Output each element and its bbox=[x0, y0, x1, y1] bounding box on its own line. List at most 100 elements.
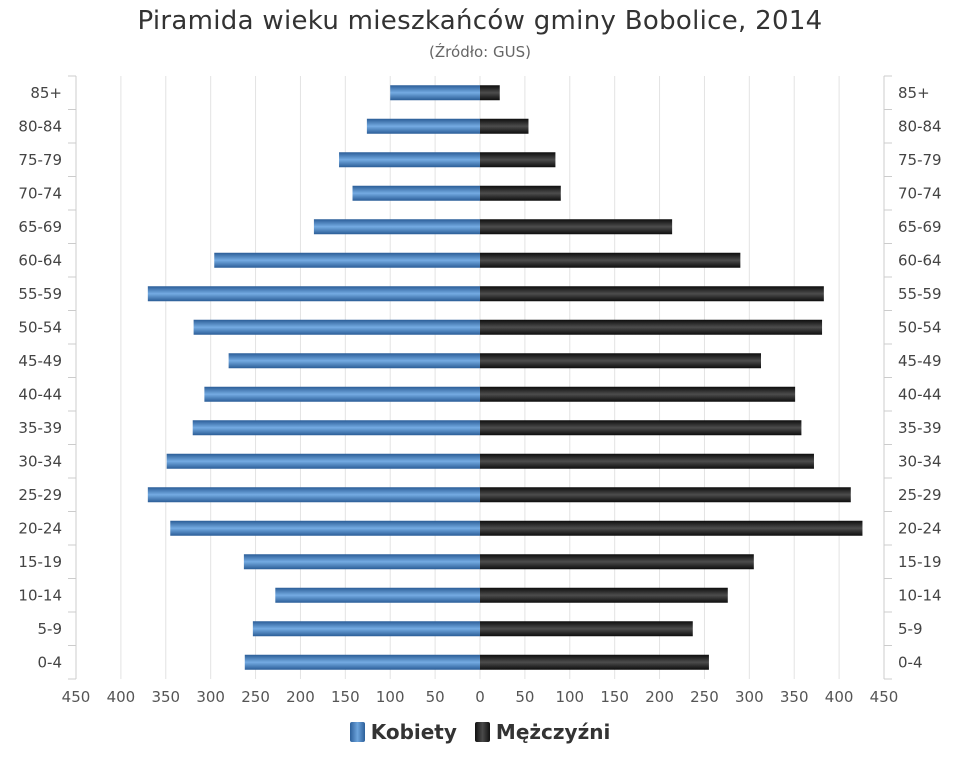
bar-female-35-39[interactable] bbox=[192, 420, 480, 436]
category-label-right: 15-19 bbox=[898, 553, 942, 571]
bar-female-15-19[interactable] bbox=[243, 554, 480, 570]
legend-swatch-male bbox=[474, 722, 490, 742]
legend-label-female: Kobiety bbox=[370, 720, 457, 744]
bar-male-30-34[interactable] bbox=[480, 453, 814, 469]
x-tick-label: 350 bbox=[151, 688, 180, 706]
bar-female-40-44[interactable] bbox=[204, 386, 481, 402]
legend-label-male: Mężczyźni bbox=[495, 720, 611, 744]
category-label-right: 65-69 bbox=[898, 218, 942, 236]
bar-female-10-14[interactable] bbox=[275, 587, 480, 603]
category-label-right: 5-9 bbox=[898, 620, 923, 638]
category-label-right: 10-14 bbox=[898, 586, 942, 604]
category-label-right: 55-59 bbox=[898, 285, 942, 303]
category-label-left: 45-49 bbox=[18, 352, 62, 370]
bar-male-45-49[interactable] bbox=[480, 353, 762, 369]
bar-male-20-24[interactable] bbox=[480, 520, 863, 536]
bar-male-10-14[interactable] bbox=[480, 587, 728, 603]
category-label-left: 30-34 bbox=[18, 452, 62, 470]
bar-female-80-84[interactable] bbox=[366, 118, 480, 134]
category-label-right: 60-64 bbox=[898, 251, 942, 269]
bar-female-30-34[interactable] bbox=[166, 453, 481, 469]
bar-male-65-69[interactable] bbox=[480, 219, 673, 235]
category-label-left: 80-84 bbox=[18, 117, 62, 135]
bar-male-25-29[interactable] bbox=[480, 487, 851, 503]
x-tick-label: 300 bbox=[196, 688, 225, 706]
category-label-left: 15-19 bbox=[18, 553, 62, 571]
category-label-right: 35-39 bbox=[898, 419, 942, 437]
bar-female-45-49[interactable] bbox=[228, 353, 480, 369]
x-tick-label: 100 bbox=[555, 688, 584, 706]
x-tick-label: 400 bbox=[107, 688, 136, 706]
bar-male-0-4[interactable] bbox=[480, 654, 709, 670]
x-tick-label: 150 bbox=[600, 688, 629, 706]
bar-male-5-9[interactable] bbox=[480, 621, 693, 637]
x-tick-label: 200 bbox=[645, 688, 674, 706]
category-label-left: 40-44 bbox=[18, 385, 62, 403]
bar-female-20-24[interactable] bbox=[170, 520, 480, 536]
chart-subtitle: (Źródło: GUS) bbox=[429, 43, 531, 61]
bar-male-75-79[interactable] bbox=[480, 152, 556, 168]
category-label-left: 60-64 bbox=[18, 251, 62, 269]
x-tick-label: 250 bbox=[241, 688, 270, 706]
x-tick-label: 0 bbox=[475, 688, 485, 706]
x-tick-label: 400 bbox=[825, 688, 854, 706]
bar-male-60-64[interactable] bbox=[480, 252, 741, 268]
bar-female-85+[interactable] bbox=[390, 85, 480, 101]
category-label-right: 40-44 bbox=[898, 385, 942, 403]
legend-swatch-female bbox=[349, 722, 365, 742]
bar-male-70-74[interactable] bbox=[480, 185, 561, 201]
category-label-right: 70-74 bbox=[898, 184, 942, 202]
bar-male-40-44[interactable] bbox=[480, 386, 796, 402]
category-label-left: 70-74 bbox=[18, 184, 62, 202]
x-tick-label: 300 bbox=[735, 688, 764, 706]
x-tick-label: 200 bbox=[286, 688, 315, 706]
legend: Kobiety Mężczyźni bbox=[0, 720, 960, 744]
chart-title: Piramida wieku mieszkańców gminy Bobolic… bbox=[137, 6, 823, 36]
category-label-left: 75-79 bbox=[18, 151, 62, 169]
category-label-right: 30-34 bbox=[898, 452, 942, 470]
x-tick-label: 250 bbox=[690, 688, 719, 706]
x-tick-label: 50 bbox=[515, 688, 534, 706]
bar-female-25-29[interactable] bbox=[147, 487, 481, 503]
category-label-right: 85+ bbox=[898, 84, 930, 102]
x-tick-label: 350 bbox=[780, 688, 809, 706]
bar-female-75-79[interactable] bbox=[339, 152, 480, 168]
x-tick-label: 450 bbox=[870, 688, 899, 706]
population-pyramid-chart: 85+ 85+ 80-84 80-84 75-79 75-79 70-74 70-74 65-6… bbox=[18, 75, 942, 706]
bar-male-50-54[interactable] bbox=[480, 319, 823, 335]
category-label-right: 50-54 bbox=[898, 318, 942, 336]
category-label-left: 85+ bbox=[30, 84, 62, 102]
category-label-left: 65-69 bbox=[18, 218, 62, 236]
bar-male-85+[interactable] bbox=[480, 85, 500, 101]
bar-female-60-64[interactable] bbox=[214, 252, 480, 268]
bar-male-35-39[interactable] bbox=[480, 420, 802, 436]
x-tick-label: 50 bbox=[426, 688, 445, 706]
x-tick-label: 450 bbox=[62, 688, 91, 706]
bar-female-65-69[interactable] bbox=[313, 219, 480, 235]
bar-female-5-9[interactable] bbox=[252, 621, 480, 637]
bar-male-80-84[interactable] bbox=[480, 118, 529, 134]
bar-male-55-59[interactable] bbox=[480, 286, 824, 302]
category-label-left: 35-39 bbox=[18, 419, 62, 437]
legend-item-male[interactable]: Mężczyźni bbox=[474, 720, 611, 744]
category-label-right: 75-79 bbox=[898, 151, 942, 169]
category-label-right: 25-29 bbox=[898, 486, 942, 504]
category-label-left: 55-59 bbox=[18, 285, 62, 303]
x-tick-label: 150 bbox=[331, 688, 360, 706]
bar-male-15-19[interactable] bbox=[480, 554, 754, 570]
category-label-right: 0-4 bbox=[898, 653, 923, 671]
bar-female-0-4[interactable] bbox=[244, 654, 480, 670]
bar-female-50-54[interactable] bbox=[193, 319, 480, 335]
category-label-left: 0-4 bbox=[38, 653, 63, 671]
category-label-right: 20-24 bbox=[898, 519, 942, 537]
category-label-left: 10-14 bbox=[18, 586, 62, 604]
x-tick-label: 100 bbox=[376, 688, 405, 706]
category-label-left: 50-54 bbox=[18, 318, 62, 336]
bar-female-70-74[interactable] bbox=[352, 185, 480, 201]
bar-female-55-59[interactable] bbox=[147, 286, 481, 302]
category-label-right: 80-84 bbox=[898, 117, 942, 135]
category-label-left: 20-24 bbox=[18, 519, 62, 537]
category-label-left: 25-29 bbox=[18, 486, 62, 504]
legend-item-female[interactable]: Kobiety bbox=[349, 720, 457, 744]
category-label-left: 5-9 bbox=[38, 620, 63, 638]
